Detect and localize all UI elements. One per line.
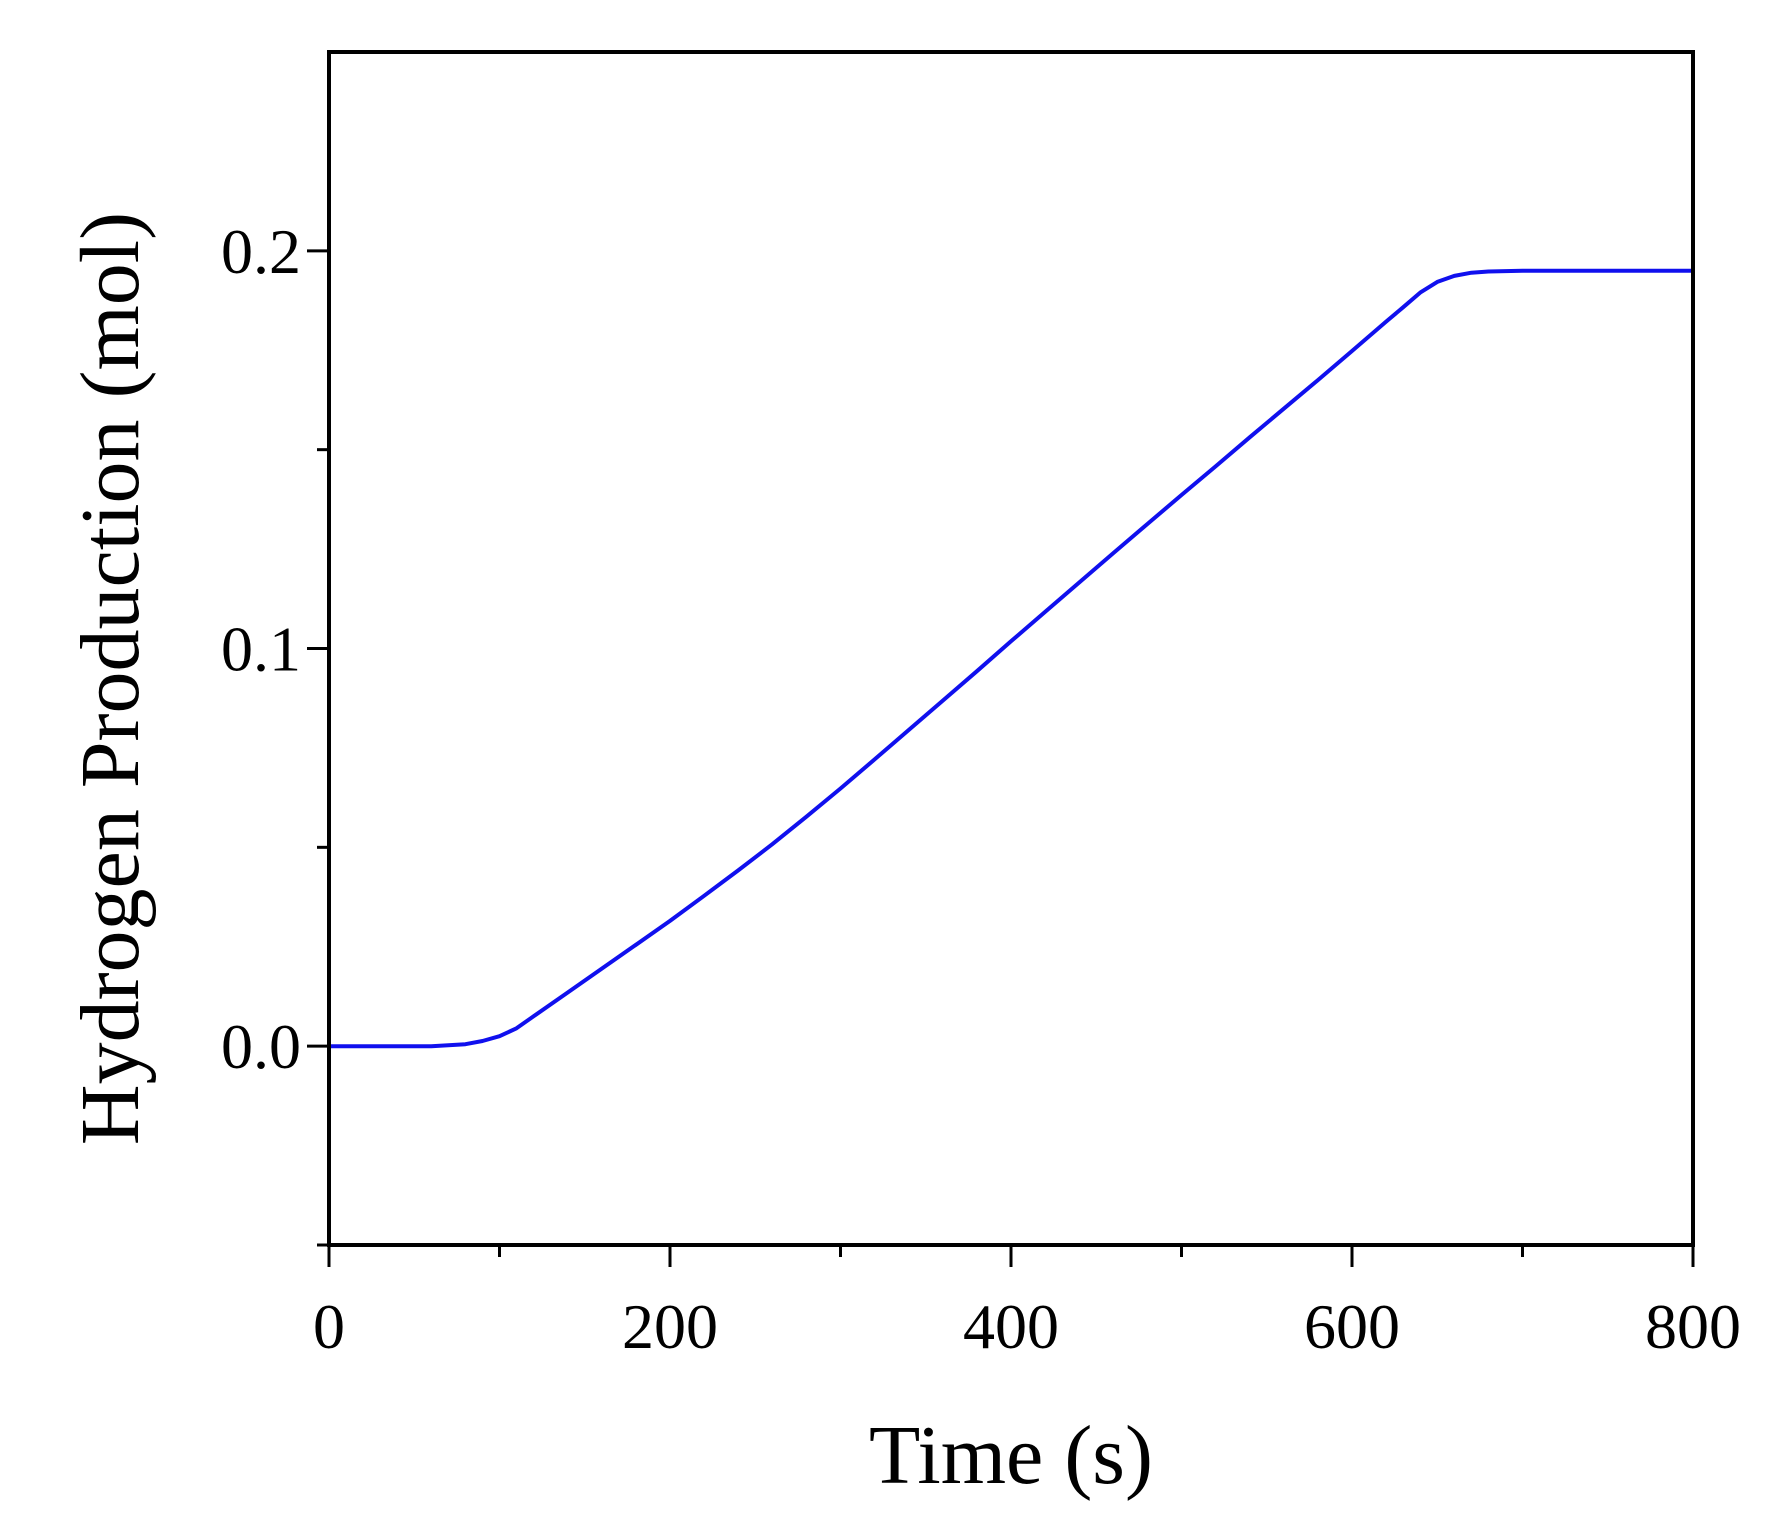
y-tick-label: 0.0 xyxy=(221,1011,301,1082)
x-tick-label: 800 xyxy=(1645,1291,1741,1362)
series-layer xyxy=(327,268,1695,1049)
y-axis-label: Hydrogen Production (mol) xyxy=(64,212,157,1145)
y-tick-label: 0.2 xyxy=(221,216,301,287)
y-tick-label: 0.1 xyxy=(221,614,301,685)
x-tick-label: 200 xyxy=(622,1291,718,1362)
x-tick-label: 600 xyxy=(1304,1291,1400,1362)
tick-layer: 0 200 400 600 800 0.0 0.1 0.2 xyxy=(221,216,1741,1362)
x-axis-label: Time (s) xyxy=(869,1409,1153,1502)
plot-area-frame xyxy=(327,50,1695,1247)
x-tick-label: 400 xyxy=(963,1291,1059,1362)
series-line xyxy=(327,268,1695,1049)
x-tick-label: 0 xyxy=(313,1291,345,1362)
